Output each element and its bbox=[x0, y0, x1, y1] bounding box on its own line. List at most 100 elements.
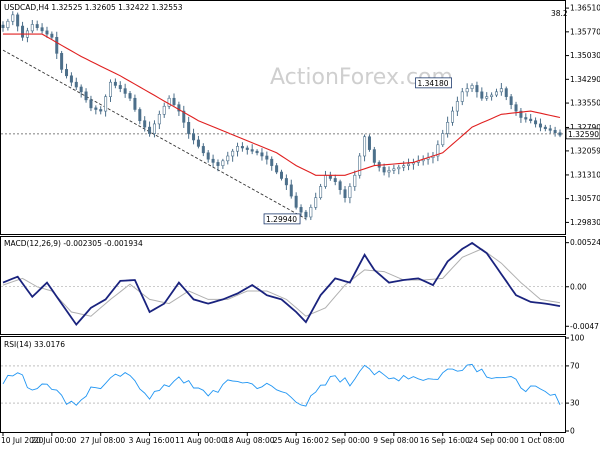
candle-body bbox=[446, 122, 450, 134]
candle-body bbox=[94, 107, 98, 110]
candle-body bbox=[299, 207, 303, 213]
axis-labels: 1.36510 1.35770 1.35030 1.34290 1.33550 1.327… bbox=[1, 4, 600, 445]
candle-body bbox=[392, 168, 396, 171]
candle-body bbox=[221, 160, 225, 166]
candle-body bbox=[372, 149, 376, 163]
rsi-line bbox=[2, 363, 561, 407]
price-ytick-label: 1.35030 bbox=[570, 51, 600, 60]
price-title: USDCAD,H4 1.32525 1.32605 1.32422 1.3255… bbox=[4, 3, 183, 12]
candle-body bbox=[548, 128, 552, 131]
candle-body bbox=[514, 104, 518, 112]
candle-body bbox=[50, 33, 54, 38]
candle-body bbox=[499, 88, 503, 93]
price-ytick-label: 1.35770 bbox=[570, 27, 600, 36]
candle-body bbox=[367, 136, 371, 150]
candle-body bbox=[152, 123, 156, 134]
price-ytick-label: 1.31310 bbox=[570, 170, 600, 179]
candle-body bbox=[148, 126, 152, 134]
candle-body bbox=[309, 207, 313, 218]
candle-body bbox=[21, 25, 25, 38]
candle-body bbox=[519, 110, 523, 118]
candle-body bbox=[123, 88, 127, 94]
x-tick-label: 18 Aug 08:00 bbox=[224, 436, 275, 445]
price-gridlines bbox=[1, 49, 565, 220]
candle-body bbox=[74, 81, 78, 88]
candle-body bbox=[529, 118, 533, 122]
macd-ytick-label: 0.005245 bbox=[570, 238, 600, 247]
price-ytick-label: 1.32790 bbox=[570, 123, 600, 132]
candle-body bbox=[128, 93, 132, 99]
candle-body bbox=[475, 85, 479, 93]
candle-body bbox=[157, 113, 161, 125]
candle-body bbox=[30, 24, 34, 32]
candle-body bbox=[6, 20, 10, 28]
candle-body bbox=[451, 110, 455, 123]
candle-body bbox=[177, 104, 181, 112]
candle-body bbox=[304, 211, 308, 218]
candle-body bbox=[465, 88, 469, 93]
candle-body bbox=[333, 178, 337, 182]
price-marks: 1.29940 1.34180 bbox=[1, 11, 562, 225]
candle-body bbox=[104, 96, 108, 112]
candle-body bbox=[187, 122, 191, 134]
candle-body bbox=[167, 97, 171, 107]
candle-body bbox=[279, 171, 283, 179]
price-ytick-label: 1.29830 bbox=[570, 218, 600, 227]
x-tick-label: 10 Jul 2020 bbox=[1, 436, 44, 445]
price-annotation: 1.34180 bbox=[415, 77, 452, 89]
candle-body bbox=[201, 146, 205, 154]
rsi-marks bbox=[1, 363, 565, 407]
candle-body bbox=[172, 97, 176, 105]
candle-body bbox=[534, 120, 538, 125]
candle-body bbox=[402, 165, 406, 168]
macd-ytick-label: -0.0047 bbox=[570, 322, 599, 331]
price-ytick-label: 1.30570 bbox=[570, 194, 600, 203]
candle-body bbox=[524, 117, 528, 120]
candle-body bbox=[1, 24, 5, 28]
candle-body bbox=[343, 189, 347, 199]
rsi-ytick-label: 30 bbox=[570, 399, 580, 408]
rsi-ytick-label: 0 bbox=[570, 427, 575, 436]
x-tick-label: 3 Aug 16:00 bbox=[129, 436, 175, 445]
macd-signal-line bbox=[2, 248, 561, 317]
candle-body bbox=[89, 99, 93, 109]
macd-title: MACD(12,26,9) -0.002305 -0.001934 bbox=[4, 239, 143, 248]
svg-text:1.34180: 1.34180 bbox=[418, 79, 449, 88]
trendline bbox=[2, 49, 307, 220]
candle-body bbox=[485, 96, 489, 99]
candle-body bbox=[216, 162, 220, 166]
candle-body bbox=[206, 152, 210, 160]
candle-body bbox=[319, 186, 323, 199]
x-tick-label: 11 Aug 00:00 bbox=[175, 436, 226, 445]
x-tick-label: 9 Sep 08:00 bbox=[373, 436, 419, 445]
candle-body bbox=[441, 133, 445, 146]
candle-body bbox=[231, 150, 235, 157]
macd-pane bbox=[0, 236, 566, 335]
candle-body bbox=[538, 123, 542, 128]
candle-body bbox=[553, 130, 557, 134]
candle-body bbox=[162, 105, 166, 115]
candle-body bbox=[260, 152, 264, 157]
candle-body bbox=[490, 94, 494, 97]
macd-ytick-label: 0.00 bbox=[570, 282, 587, 291]
candle-body bbox=[236, 146, 240, 152]
candle-body bbox=[338, 181, 342, 190]
candle-body bbox=[211, 158, 215, 163]
price-annotation: 1.29940 bbox=[263, 213, 301, 225]
candle-body bbox=[284, 178, 288, 186]
candle-body bbox=[240, 146, 244, 149]
rsi-ytick-label: 100 bbox=[570, 334, 585, 343]
candle-body bbox=[55, 36, 59, 54]
candle-body bbox=[60, 53, 64, 70]
candle-body bbox=[363, 136, 367, 157]
candle-body bbox=[294, 195, 298, 208]
candle-body bbox=[265, 155, 269, 160]
candle-body bbox=[118, 85, 122, 89]
candle-body bbox=[226, 155, 230, 162]
candle-body bbox=[84, 91, 88, 101]
candle-body bbox=[509, 96, 513, 105]
candle-body bbox=[358, 155, 362, 176]
candle-body bbox=[79, 86, 83, 93]
candle-body bbox=[397, 166, 401, 170]
candle-body bbox=[143, 120, 147, 128]
